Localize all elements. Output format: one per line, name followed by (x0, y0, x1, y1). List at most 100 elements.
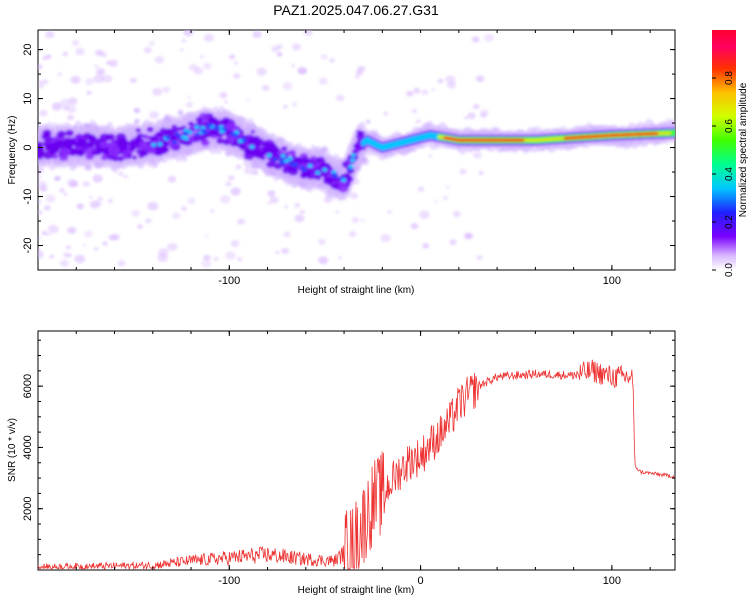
colorbar-tick-label: 0.8 (724, 71, 735, 85)
spectrogram-heatmap (38, 30, 675, 268)
spectrogram-xtick-label: -100 (218, 275, 240, 287)
snr-panel: -100 0 100 2000 4000 6000 Height of straight … (7, 330, 676, 596)
spectrogram-noise-blob (171, 212, 181, 220)
spectrogram-bright-spot (234, 130, 240, 135)
spectrogram-noise-blob (86, 90, 92, 96)
spectrogram-core-blob (260, 156, 266, 161)
spectrogram-core-blob (87, 134, 95, 141)
spectrogram-noise-blob (464, 116, 468, 120)
spectrogram-noise-blob (38, 174, 42, 179)
spectrogram-noise-blob (43, 205, 51, 211)
spectrogram-core-blob (216, 137, 225, 145)
spectrogram-core-blob (130, 140, 142, 150)
spectrogram-noise-blob (283, 231, 291, 238)
spectrogram-core-blob (157, 131, 162, 136)
spectrogram-noise-blob (467, 112, 476, 120)
spectrogram-bright-spot (219, 129, 225, 134)
spectrogram-noise-blob (93, 74, 105, 84)
spectrogram-bright-spot (187, 130, 193, 135)
spectrogram-noise-blob (261, 84, 270, 91)
spectrogram-noise-blob (96, 68, 106, 76)
spectrogram-core-blob (138, 152, 145, 159)
spectrogram-noise-blob (236, 256, 243, 262)
spectrogram-noise-blob (70, 75, 81, 84)
spectrogram-noise-blob (66, 114, 75, 121)
spectrogram-noise-blob (360, 219, 365, 223)
spectrogram-noise-blob (337, 256, 342, 260)
spectrogram-noise-blob (380, 233, 391, 243)
spectrogram-noise-blob (243, 166, 254, 175)
spectrogram-core-blob (252, 149, 264, 158)
spectrogram-core-blob (121, 153, 129, 160)
spectrogram-noise-blob (75, 47, 85, 56)
spectrogram-noise-blob (63, 192, 68, 196)
spectrogram-noise-blob (154, 55, 165, 64)
snr-ylabel: SNR (10 * v/v) (7, 418, 18, 482)
spectrogram-xlabel: Height of straight line (km) (298, 285, 415, 296)
spectrogram-noise-blob (57, 72, 62, 76)
spectrogram-noise-blob (62, 51, 69, 57)
spectrogram-noise-blob (59, 187, 66, 193)
spectrogram-noise-blob (137, 224, 144, 230)
spectrogram-noise-blob (227, 175, 235, 181)
spectrogram-core-blob (239, 144, 247, 151)
spectrogram-bright-spot (350, 153, 356, 158)
spectrogram-noise-blob (478, 170, 484, 176)
spectrogram-noise-blob (411, 108, 418, 114)
spectrogram-bright-spot (237, 139, 243, 144)
spectrogram-noise-blob (463, 232, 472, 240)
spectrogram-core-blob (356, 130, 362, 135)
spectrogram-noise-blob (294, 214, 305, 223)
spectrogram-noise-blob (102, 241, 109, 246)
spectrogram-noise-blob (203, 254, 211, 261)
spectrogram-bright-spot (301, 167, 308, 172)
spectrogram-noise-blob (54, 175, 61, 182)
spectrogram-core-blob (74, 143, 80, 148)
spectrogram-noise-blob (38, 80, 43, 84)
spectrogram-noise-blob (419, 210, 430, 219)
spectrogram-core-blob (115, 133, 127, 142)
spectrogram-bright-spot (341, 178, 347, 183)
spectrogram-core-blob (56, 130, 67, 138)
spectrogram-core-blob (38, 141, 43, 147)
spectrogram-noise-blob (219, 195, 231, 204)
spectrogram-noise-blob (472, 151, 482, 159)
spectrogram-noise-blob (292, 43, 302, 51)
spectrogram-noise-blob (365, 119, 371, 124)
spectrogram-noise-blob (117, 260, 126, 267)
spectrogram-noise-blob (277, 51, 283, 56)
spectrogram-noise-blob (149, 111, 159, 119)
spectrogram-noise-blob (267, 201, 272, 205)
spectrogram-bright-spot (331, 173, 337, 178)
spectrogram-noise-blob (82, 181, 90, 187)
spectrogram-noise-blob (299, 209, 305, 215)
spectrogram-bright-spot (194, 132, 200, 137)
spectrogram-bright-spot (288, 161, 295, 166)
spectrogram-noise-blob (281, 247, 289, 255)
spectrogram-noise-blob (433, 199, 438, 203)
spectrogram-bright-spot (151, 142, 157, 147)
spectrogram-noise-blob (335, 210, 340, 214)
spectrogram-noise-blob (161, 86, 171, 94)
spectrogram-core-blob (131, 155, 138, 160)
spectrogram-noise-blob (442, 195, 449, 200)
spectrogram-bright-spot (157, 142, 163, 147)
spectrogram-noise-blob (157, 253, 169, 263)
spectrogram-noise-blob (413, 87, 421, 94)
spectrogram-noise-blob (437, 78, 444, 84)
spectrogram-bright-spot (279, 161, 285, 166)
colorbar: 0.0 0.2 0.4 0.6 0.8 Normalized spectral ampl… (712, 30, 749, 277)
spectrogram-bright-spot (307, 163, 313, 168)
spectrogram-noise-blob (49, 254, 54, 259)
spectrogram-core-blob (157, 136, 162, 141)
spectrogram-noise-blob (201, 259, 212, 268)
spectrogram-core-blob (337, 184, 349, 193)
spectrogram-bright-spot (249, 144, 255, 149)
spectrogram-core-blob (46, 142, 57, 152)
spectrogram-noise-blob (111, 233, 120, 241)
spectrogram-noise-blob (62, 252, 70, 258)
spectrogram-core-blob (324, 171, 330, 175)
spectrogram-noise-blob (123, 174, 129, 179)
